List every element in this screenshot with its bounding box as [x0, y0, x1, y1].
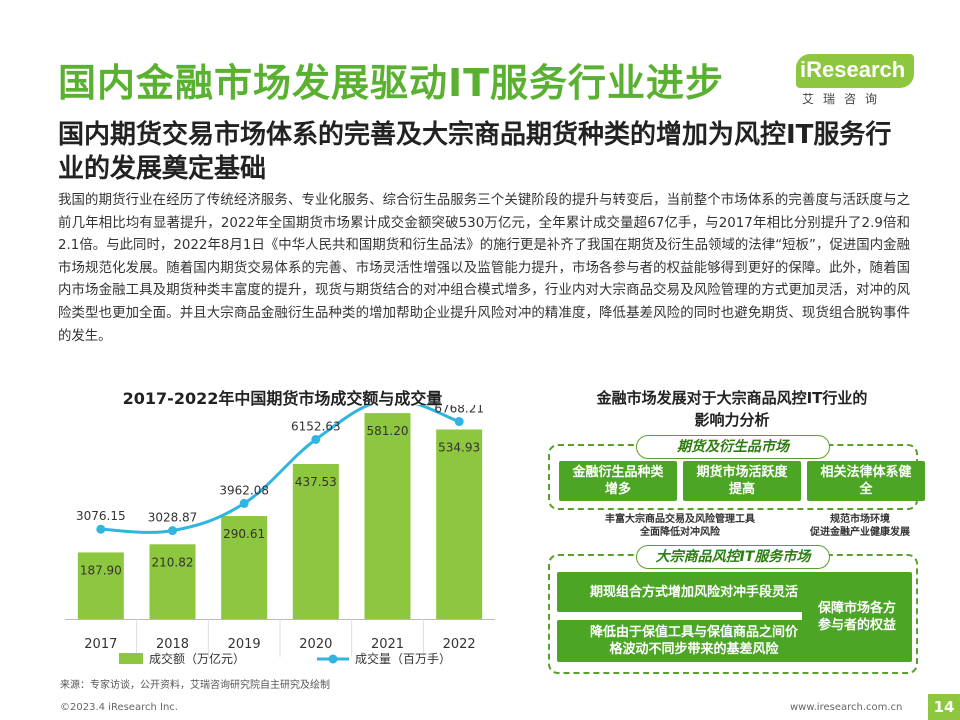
section2-box-c: 保障市场各方参与者的权益 [802, 572, 912, 662]
bar-label-2017: 187.90 [80, 563, 122, 577]
bar-2017 [77, 552, 124, 619]
bar-2021 [364, 413, 411, 619]
logo-subtext: 艾瑞咨询 [802, 92, 887, 106]
legend-bar-swatch [119, 653, 143, 664]
line-label-2022: 6768.21 [434, 405, 484, 416]
note-right: 规范市场环境 促进金融产业健康发展 [790, 513, 930, 539]
x-tick-2022: 2022 [443, 637, 476, 652]
footer-copyright: ©2023.4 iResearch Inc. [60, 702, 178, 713]
section2-header: 大宗商品风控IT服务市场 [636, 545, 830, 569]
line-point-2017 [96, 524, 106, 534]
bar-2022 [436, 429, 483, 619]
logo-text: iResearch [800, 57, 906, 82]
legend-line-marker [328, 654, 338, 664]
x-tick-2021: 2021 [371, 637, 404, 652]
page-subtitle: 国内期货交易市场体系的完善及大宗商品期货种类的增加为风控IT服务行业的发展奠定基… [58, 120, 892, 184]
section1-box-3: 相关法律体系健全 [807, 461, 925, 501]
footer-url: www.iresearch.com.cn [790, 702, 903, 713]
line-point-2018 [168, 526, 177, 536]
diagram-title: 金融市场发展对于大宗商品风控IT行业的 影响力分析 [548, 387, 916, 431]
bar-2020 [292, 463, 339, 619]
bar-2019 [221, 516, 268, 619]
line-point-2019 [239, 498, 249, 508]
section1-header: 期货及衍生品市场 [636, 435, 830, 459]
bar-2018 [149, 544, 196, 619]
legend-bar-label: 成交额（万亿元） [149, 651, 245, 666]
x-tick-2018: 2018 [156, 637, 189, 652]
x-tick-2019: 2019 [228, 637, 261, 652]
page-number: 14 [928, 694, 960, 720]
iresearch-logo: iResearch 艾瑞咨询 [790, 48, 920, 110]
legend-line-label: 成交量（百万手） [355, 651, 451, 666]
note-left: 丰富大宗商品交易及风险管理工具 全面降低对冲风险 [580, 513, 780, 539]
section1-box-1: 金融衍生品种类增多 [559, 461, 677, 501]
logo-badge [796, 54, 914, 88]
diagram-title-line1: 金融市场发展对于大宗商品风控IT行业的 [596, 389, 868, 407]
diagram-title-line2: 影响力分析 [694, 411, 770, 429]
bar-label-2020: 437.53 [295, 475, 337, 489]
section2-box-b: 降低由于保值工具与保值商品之间价格波动不同步带来的基差风险 [557, 620, 831, 662]
x-tick-2020: 2020 [299, 637, 332, 652]
note-left-line1: 丰富大宗商品交易及风险管理工具 [605, 514, 755, 525]
note-right-line2: 促进金融产业健康发展 [810, 527, 910, 538]
line-label-2019: 3962.08 [219, 483, 269, 497]
note-right-line1: 规范市场环境 [830, 514, 890, 525]
section2-box-a: 期现组合方式增加风险对冲手段灵活 [557, 572, 831, 612]
line-label-2018: 3028.87 [148, 511, 198, 525]
line-point-2020 [311, 434, 321, 444]
chart-title: 2017-2022年中国期货市场成交额与成交量 [122, 389, 443, 408]
line-label-2017: 3076.15 [76, 509, 126, 523]
bar-label-2021: 581.20 [367, 424, 409, 438]
x-tick-2017: 2017 [84, 637, 117, 652]
note-left-line2: 全面降低对冲风险 [640, 527, 720, 538]
section1-box-2: 期货市场活跃度提高 [683, 461, 801, 501]
line-point-2022 [454, 417, 464, 427]
bar-label-2019: 290.61 [223, 527, 265, 541]
source-note: 来源：专家访谈，公开资料，艾瑞咨询研究院自主研究及绘制 [60, 680, 330, 691]
futures-chart: 187.90 2017 210.82 2018 290.61 2019 437.53 2020… [65, 405, 495, 666]
bar-label-2018: 210.82 [152, 555, 194, 569]
line-label-2020: 6152.63 [291, 419, 341, 433]
bar-label-2022: 534.93 [438, 440, 480, 454]
body-paragraph: 我国的期货行业在经历了传统经济服务、专业化服务、综合衍生品服务三个关键阶段的提升… [58, 193, 910, 344]
page-title: 国内金融市场发展驱动IT服务行业进步 [58, 61, 725, 105]
